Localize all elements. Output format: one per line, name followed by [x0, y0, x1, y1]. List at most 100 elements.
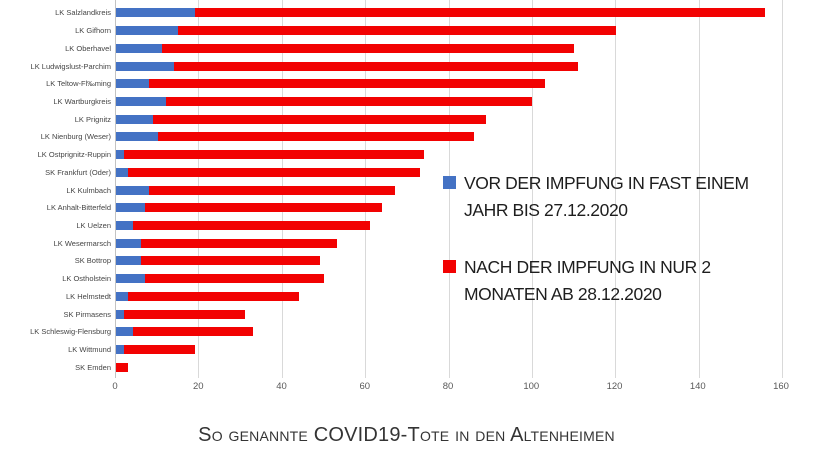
bar-segment-after — [157, 132, 474, 142]
bar-track — [116, 167, 782, 177]
bar-segment-after — [149, 79, 545, 89]
bar-row: LK Prignitz — [0, 110, 782, 128]
category-label: LK Uelzen — [76, 220, 111, 230]
bar-segment-before — [116, 274, 146, 284]
bar-segment-after — [132, 327, 254, 337]
bar-row: LK Ostprignitz-Ruppin — [0, 146, 782, 164]
gridline-140 — [698, 0, 700, 378]
bar-track — [116, 220, 782, 230]
category-label: LK Anhalt-Bitterfeld — [46, 203, 111, 213]
bar-row: SK Frankfurt (Oder) — [0, 163, 782, 181]
x-tick-label: 80 — [442, 381, 454, 392]
category-label: LK Kulmbach — [66, 185, 111, 195]
bar-segment-after — [145, 203, 383, 213]
bar-row: LK Ludwigslust-Parchim — [0, 57, 782, 75]
bar-segment-before — [116, 327, 133, 337]
bar-track — [116, 274, 782, 284]
bar-segment-before — [116, 43, 162, 53]
bar-track — [116, 96, 782, 106]
gridline-120 — [615, 0, 617, 378]
x-tick-label: 100 — [523, 381, 540, 392]
bar-row: LK Wittmund — [0, 341, 782, 359]
bar-track — [116, 291, 782, 301]
category-label: LK Oberhavel — [65, 43, 111, 53]
category-label: LK Teltow-Fl‰ming — [46, 79, 111, 89]
bar-rows: LK Salzlandkreis LK Gifhorn LK Oberhavel LK… — [0, 4, 782, 376]
bar-track — [116, 309, 782, 319]
bar-row: LK Ostholstein — [0, 270, 782, 288]
legend-swatch-red-icon — [443, 260, 456, 274]
category-label: LK Schleswig-Flensburg — [30, 327, 111, 337]
bar-segment-after — [145, 274, 325, 284]
bar-row: LK Wartburgkreis — [0, 93, 782, 111]
bar-track — [116, 26, 782, 36]
bar-segment-after — [124, 345, 196, 355]
category-label: SK Emden — [75, 362, 111, 372]
chart-title: So genannte COVID19-Tote in den Altenhei… — [198, 424, 615, 446]
legend-item-before-vaccination: VOR DER IMPFUNG IN FAST EINEM JAHR BIS 2… — [443, 170, 795, 224]
bar-segment-before — [116, 79, 150, 89]
bar-row: LK Nienburg (Weser) — [0, 128, 782, 146]
bar-segment-before — [116, 203, 146, 213]
bar-track — [116, 238, 782, 248]
x-tick-label: 20 — [192, 381, 204, 392]
bar-segment-before — [116, 114, 154, 124]
bar-segment-before — [116, 26, 179, 36]
bar-track — [116, 43, 782, 53]
bar-segment-before — [116, 185, 150, 195]
bar-segment-before — [116, 167, 129, 177]
category-label: LK Wartburgkreis — [53, 96, 111, 106]
category-label: LK Helmstedt — [65, 291, 111, 301]
gridline-0 — [115, 0, 116, 378]
x-tick-label: 140 — [689, 381, 706, 392]
bar-segment-after — [195, 8, 766, 18]
legend-label-before: VOR DER IMPFUNG IN FAST EINEM JAHR BIS 2… — [464, 173, 749, 221]
bar-segment-before — [116, 61, 175, 71]
bar-segment-after — [161, 43, 574, 53]
category-label: LK Ostprignitz-Ruppin — [37, 150, 111, 160]
bar-row: LK Helmstedt — [0, 288, 782, 306]
bar-segment-before — [116, 309, 125, 319]
bar-track — [116, 79, 782, 89]
bar-row: LK Uelzen — [0, 217, 782, 235]
bar-track — [116, 327, 782, 337]
bar-segment-before — [116, 345, 125, 355]
category-label: LK Gifhorn — [75, 26, 111, 36]
bar-row: LK Teltow-Fl‰ming — [0, 75, 782, 93]
x-tick-label: 0 — [112, 381, 118, 392]
bar-segment-before — [116, 132, 158, 142]
bar-segment-after — [132, 220, 370, 230]
legend: VOR DER IMPFUNG IN FAST EINEM JAHR BIS 2… — [443, 170, 795, 339]
bar-track — [116, 150, 782, 160]
x-tick-label: 120 — [606, 381, 623, 392]
bar-segment-before — [116, 238, 141, 248]
x-axis: 0 20 40 60 80 100 120 140 160 — [0, 381, 813, 395]
bar-segment-after — [153, 114, 487, 124]
x-tick-label: 60 — [359, 381, 371, 392]
x-tick-label: 40 — [276, 381, 287, 392]
category-label: LK Salzlandkreis — [55, 8, 111, 18]
bar-segment-after — [178, 26, 616, 36]
bar-segment-after — [124, 150, 424, 160]
legend-swatch-blue-icon — [443, 176, 456, 189]
bar-track — [116, 362, 782, 372]
bar-segment-after — [140, 256, 320, 266]
bar-segment-after — [128, 291, 300, 301]
bar-track — [116, 185, 782, 195]
bar-segment-before — [116, 8, 196, 18]
bar-track — [116, 61, 782, 71]
bar-track — [116, 8, 782, 18]
bar-segment-after — [124, 309, 246, 319]
bar-row: LK Anhalt-Bitterfeld — [0, 199, 782, 217]
bar-track — [116, 256, 782, 266]
category-label: LK Wittmund — [68, 345, 111, 355]
bar-segment-after — [165, 96, 533, 106]
bar-track — [116, 132, 782, 142]
category-label: LK Ludwigslust-Parchim — [30, 61, 111, 71]
bar-row: LK Gifhorn — [0, 22, 782, 40]
category-label: LK Wesermarsch — [53, 238, 111, 248]
category-label: LK Prignitz — [74, 114, 111, 124]
bar-track — [116, 114, 782, 124]
gridline-100 — [531, 0, 533, 378]
